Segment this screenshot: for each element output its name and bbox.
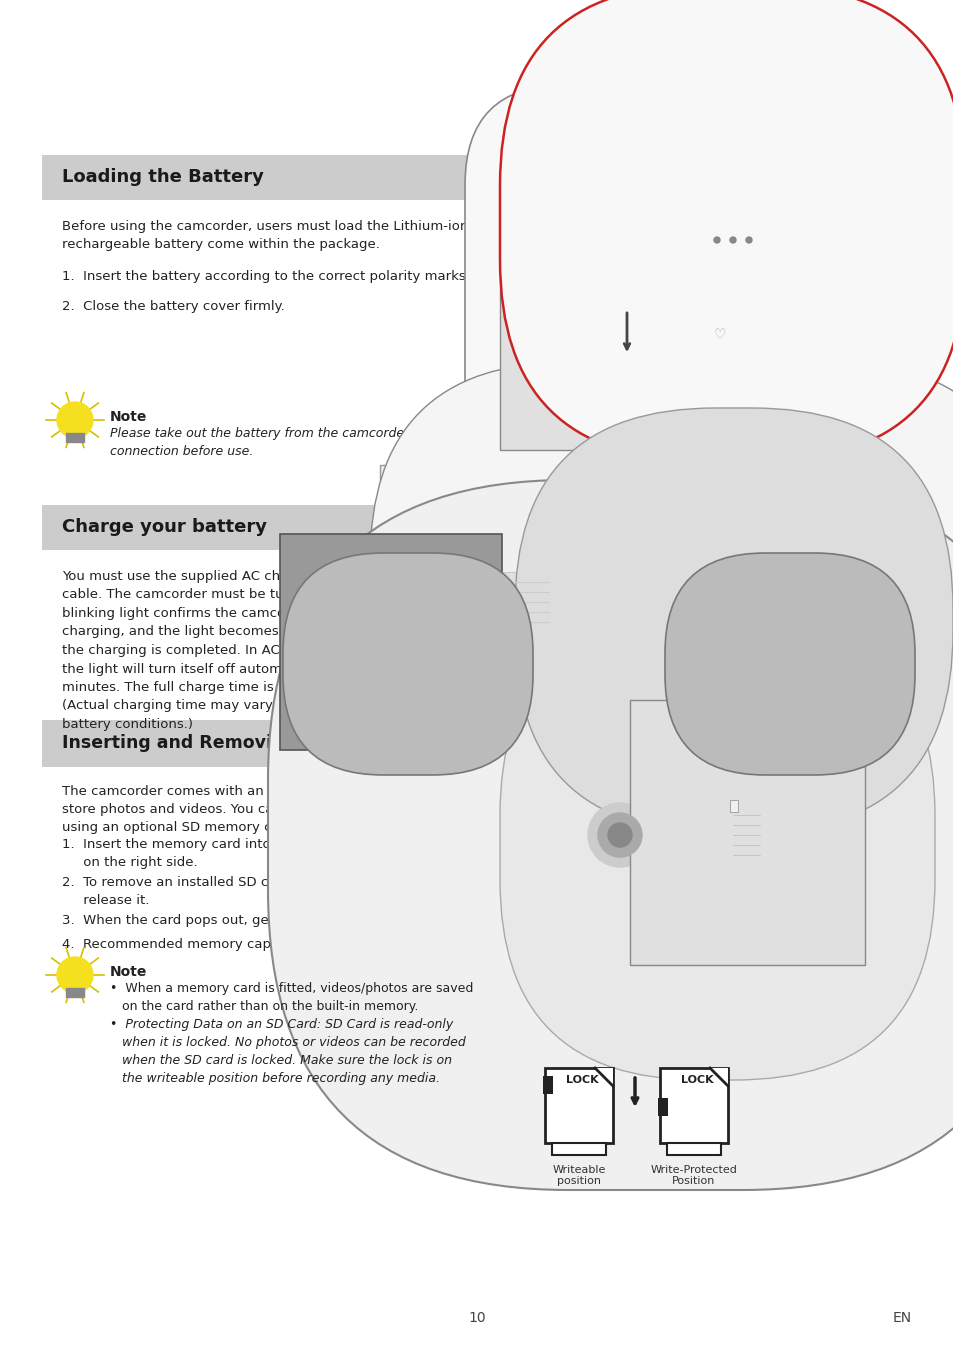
Bar bbox=[66, 988, 84, 996]
Bar bbox=[689, 200, 700, 370]
FancyBboxPatch shape bbox=[589, 362, 953, 863]
Circle shape bbox=[745, 238, 751, 243]
Bar bbox=[796, 656, 822, 666]
Bar bbox=[619, 640, 679, 670]
Circle shape bbox=[607, 824, 631, 846]
Bar bbox=[698, 634, 731, 667]
Text: 1.  Insert the memory card into the slot. Please refer to the figure
     on the: 1. Insert the memory card into the slot.… bbox=[62, 838, 499, 869]
Bar bbox=[486, 572, 553, 637]
Text: Note: Note bbox=[110, 410, 147, 424]
FancyBboxPatch shape bbox=[499, 616, 934, 1080]
FancyBboxPatch shape bbox=[283, 554, 533, 775]
FancyBboxPatch shape bbox=[268, 481, 953, 1189]
Circle shape bbox=[713, 238, 720, 243]
Text: Getting Started: Getting Started bbox=[567, 81, 909, 119]
Bar bbox=[577, 656, 602, 666]
FancyBboxPatch shape bbox=[664, 554, 914, 775]
FancyBboxPatch shape bbox=[280, 535, 501, 751]
Text: Write-Protected: Write-Protected bbox=[650, 1165, 737, 1174]
Text: Before using the camcorder, users must load the Lithium-ion
rechargeable battery: Before using the camcorder, users must l… bbox=[62, 220, 468, 251]
Circle shape bbox=[57, 957, 92, 994]
Bar bbox=[599, 360, 655, 378]
Text: Writeable: Writeable bbox=[552, 1165, 605, 1174]
Circle shape bbox=[587, 803, 651, 867]
Text: Please take out the battery from the camcorder and remove the insulator on the b: Please take out the battery from the cam… bbox=[110, 427, 664, 458]
Text: position: position bbox=[557, 1176, 600, 1187]
Bar bbox=[42, 505, 911, 549]
Text: 2.  To remove an installed SD card, press the card inwards to
     release it.: 2. To remove an installed SD card, press… bbox=[62, 876, 467, 907]
FancyBboxPatch shape bbox=[499, 194, 754, 450]
Circle shape bbox=[598, 813, 641, 857]
Text: Position: Position bbox=[672, 1176, 715, 1187]
Polygon shape bbox=[595, 1068, 613, 1085]
Text: EN: EN bbox=[892, 1311, 911, 1324]
Bar bbox=[551, 1143, 605, 1156]
FancyBboxPatch shape bbox=[515, 408, 952, 832]
FancyBboxPatch shape bbox=[544, 1068, 613, 1143]
Bar bbox=[729, 801, 738, 811]
FancyBboxPatch shape bbox=[499, 0, 953, 460]
Text: Note: Note bbox=[110, 965, 147, 979]
Bar bbox=[42, 155, 911, 200]
Circle shape bbox=[703, 647, 711, 655]
Bar bbox=[658, 1098, 667, 1116]
Text: 4.  Recommended memory capacity: 1GB or above.: 4. Recommended memory capacity: 1GB or a… bbox=[62, 938, 406, 950]
Text: ♡: ♡ bbox=[713, 328, 725, 342]
Text: You must use the supplied AC charger or the USB
cable. The camcorder must be tur: You must use the supplied AC charger or … bbox=[62, 570, 405, 730]
Text: Section 2: Section 2 bbox=[757, 45, 909, 72]
FancyBboxPatch shape bbox=[370, 362, 809, 863]
Text: Loading the Battery: Loading the Battery bbox=[62, 169, 264, 186]
Text: 1.  Insert the battery according to the correct polarity marks (+ or -).: 1. Insert the battery according to the c… bbox=[62, 270, 521, 284]
Text: LOCK: LOCK bbox=[680, 1075, 713, 1085]
Text: •  Protecting Data on an SD Card: SD Card is read-only
   when it is locked. No : • Protecting Data on an SD Card: SD Card… bbox=[110, 1018, 465, 1085]
Text: Inserting and Removing an SD Card (Optional): Inserting and Removing an SD Card (Optio… bbox=[62, 734, 517, 752]
Text: •  When a memory card is fitted, videos/photos are saved
   on the card rather t: • When a memory card is fitted, videos/p… bbox=[110, 981, 473, 1012]
Text: The camcorder comes with an internal memory which allows you to
store photos and: The camcorder comes with an internal mem… bbox=[62, 784, 514, 834]
Text: LOCK: LOCK bbox=[565, 1075, 598, 1085]
FancyBboxPatch shape bbox=[464, 85, 789, 485]
Text: 10: 10 bbox=[468, 1311, 485, 1324]
Bar bbox=[66, 432, 84, 441]
Bar bbox=[456, 614, 482, 628]
Text: 2.  Close the battery cover firmly.: 2. Close the battery cover firmly. bbox=[62, 300, 284, 313]
FancyBboxPatch shape bbox=[379, 464, 659, 755]
Polygon shape bbox=[709, 1068, 727, 1085]
Text: Charge your battery: Charge your battery bbox=[62, 518, 267, 536]
Bar bbox=[42, 720, 911, 767]
Bar bbox=[542, 1076, 553, 1094]
FancyBboxPatch shape bbox=[659, 1068, 727, 1143]
FancyBboxPatch shape bbox=[629, 701, 864, 965]
Text: 3.  When the card pops out, gently remove it from its slot.: 3. When the card pops out, gently remove… bbox=[62, 914, 450, 927]
Circle shape bbox=[729, 238, 735, 243]
Bar bbox=[666, 1143, 720, 1156]
Circle shape bbox=[57, 402, 92, 437]
Circle shape bbox=[719, 647, 726, 655]
